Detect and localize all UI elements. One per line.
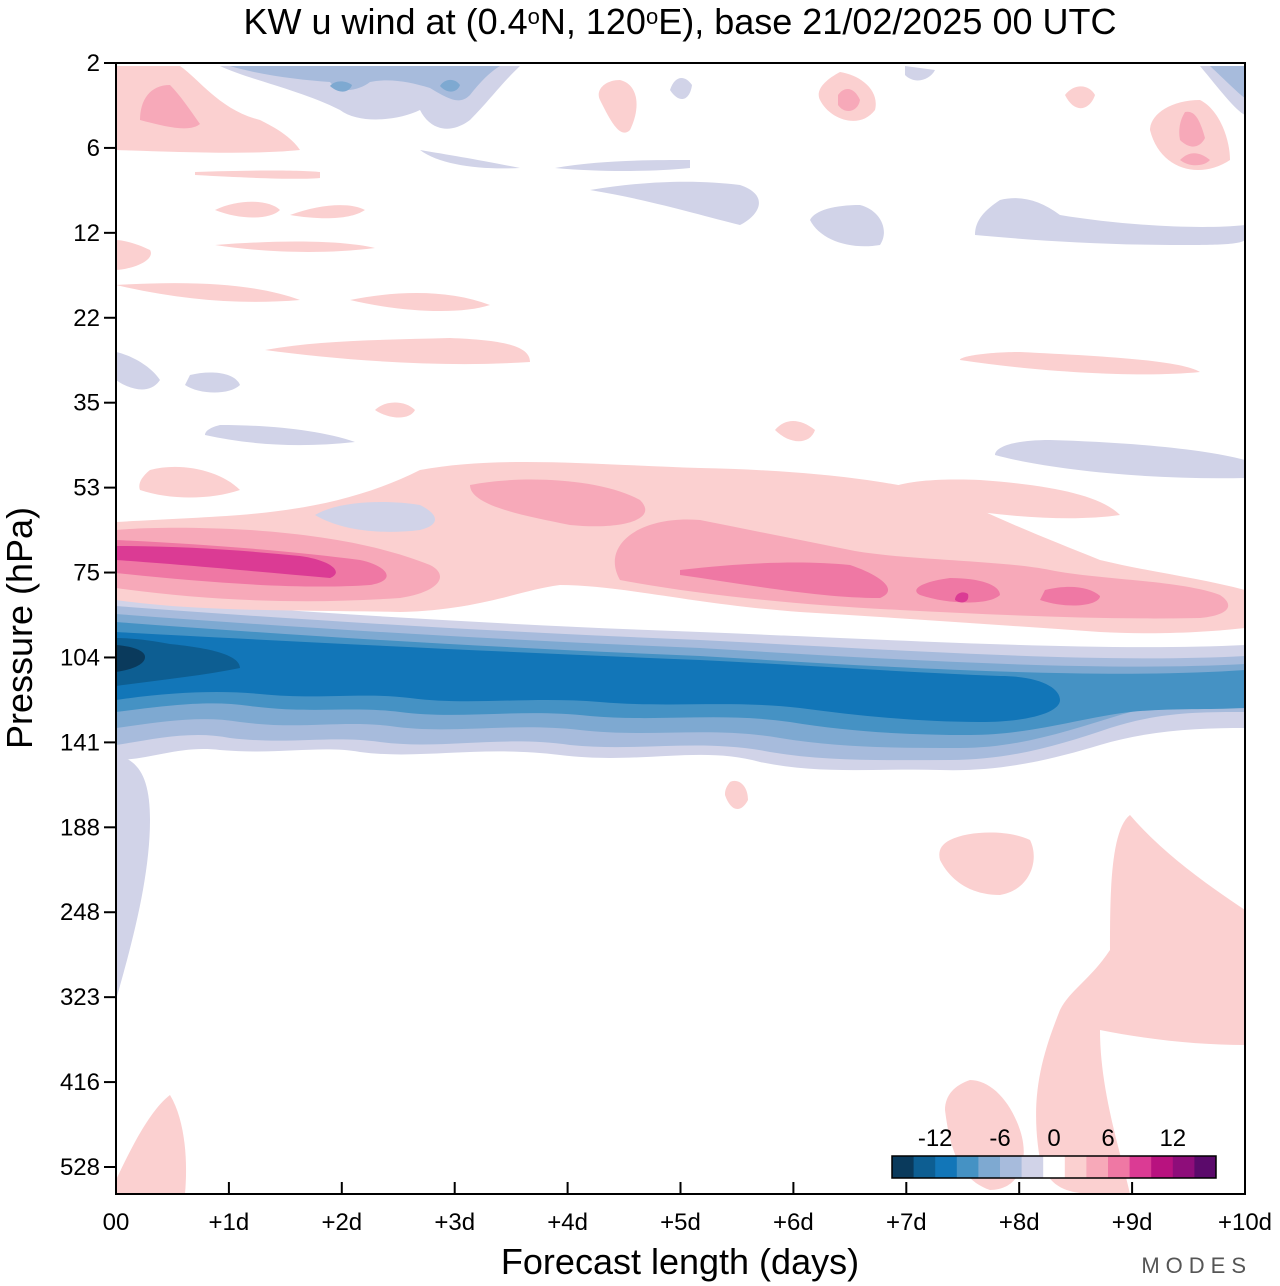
colorbar-swatch	[1172, 1156, 1195, 1178]
y-tick-label: 22	[73, 305, 100, 332]
colorbar-label: -12	[918, 1125, 953, 1152]
y-tick-label: 141	[60, 729, 100, 756]
x-tick-label: +2d	[321, 1209, 362, 1236]
colorbar-swatch	[1043, 1156, 1066, 1178]
contour-pos-8	[116, 546, 969, 603]
x-tick-label: +5d	[660, 1209, 701, 1236]
x-axis: 00 +1d +2d +3d +4d +5d +6d +7d +8d +9d +10d	[103, 1182, 1272, 1236]
y-tick-label: 188	[60, 814, 100, 841]
colorbar-swatch	[1108, 1156, 1131, 1178]
y-tick-label: 12	[73, 220, 100, 247]
x-tick-label: +6d	[773, 1209, 814, 1236]
x-tick-label: +8d	[999, 1209, 1040, 1236]
colorbar-label: -6	[989, 1125, 1010, 1152]
colorbar-swatch	[935, 1156, 958, 1178]
colorbar-label: 12	[1159, 1125, 1186, 1152]
plot-area	[115, 62, 1246, 1195]
x-tick-label: +4d	[547, 1209, 588, 1236]
y-tick-label: 323	[60, 984, 100, 1011]
y-tick-label: 416	[60, 1069, 100, 1096]
y-tick-label: 528	[60, 1154, 100, 1181]
x-tick-label: +1d	[209, 1209, 250, 1236]
colorbar-swatch	[1151, 1156, 1174, 1178]
x-axis-label: Forecast length (days)	[501, 1241, 859, 1282]
colorbar-swatch	[913, 1156, 936, 1178]
colorbar-swatch	[892, 1156, 915, 1178]
contour-neg-4	[230, 66, 1245, 101]
colorbar-swatch	[1064, 1156, 1087, 1178]
colorbar-swatch	[1086, 1156, 1109, 1178]
y-tick-label: 2	[87, 50, 100, 77]
y-tick-label: 6	[87, 135, 100, 162]
x-tick-label: +7d	[886, 1209, 927, 1236]
y-tick-label: 53	[73, 475, 100, 502]
contour-pos-4	[140, 85, 1210, 166]
x-tick-label: +3d	[434, 1209, 475, 1236]
contour-neg-10	[116, 632, 1060, 722]
contour-neg-12	[116, 638, 240, 686]
x-tick-label: +9d	[1112, 1209, 1153, 1236]
colorbar-swatch	[978, 1156, 1001, 1178]
y-tick-label: 104	[60, 644, 100, 671]
colorbar: -12 -6 0 6 12	[891, 1125, 1217, 1179]
x-tick-label: 00	[103, 1209, 130, 1236]
colorbar-label: 0	[1047, 1125, 1060, 1152]
modes-logo: MODES	[1141, 1253, 1252, 1278]
colorbar-swatch	[956, 1156, 979, 1178]
y-tick-label: 35	[73, 390, 100, 417]
contour-pos-2	[116, 66, 1245, 1194]
colorbar-label: 6	[1101, 1125, 1114, 1152]
colorbar-swatch	[1021, 1156, 1044, 1178]
contour-neg-16	[116, 645, 145, 672]
colorbar-swatch	[1129, 1156, 1152, 1178]
y-axis: 2 6 12 22 35 53 75 104 141 188 248 323 416 528	[60, 50, 116, 1181]
colorbar-frame	[891, 1155, 1217, 1179]
contour-neg-6	[330, 79, 460, 92]
contour-pos-6	[116, 540, 1100, 606]
x-tick-label: +10d	[1218, 1209, 1272, 1236]
colorbar-swatch	[1194, 1156, 1217, 1178]
contour-layer	[116, 66, 1245, 1194]
colorbar-swatch	[1000, 1156, 1023, 1178]
chart-title: KW u wind at (0.4oN, 120oE), base 21/02/…	[244, 1, 1117, 42]
y-axis-label: Pressure (hPa)	[0, 507, 40, 749]
y-tick-label: 248	[60, 899, 100, 926]
y-tick-label: 75	[73, 560, 100, 587]
